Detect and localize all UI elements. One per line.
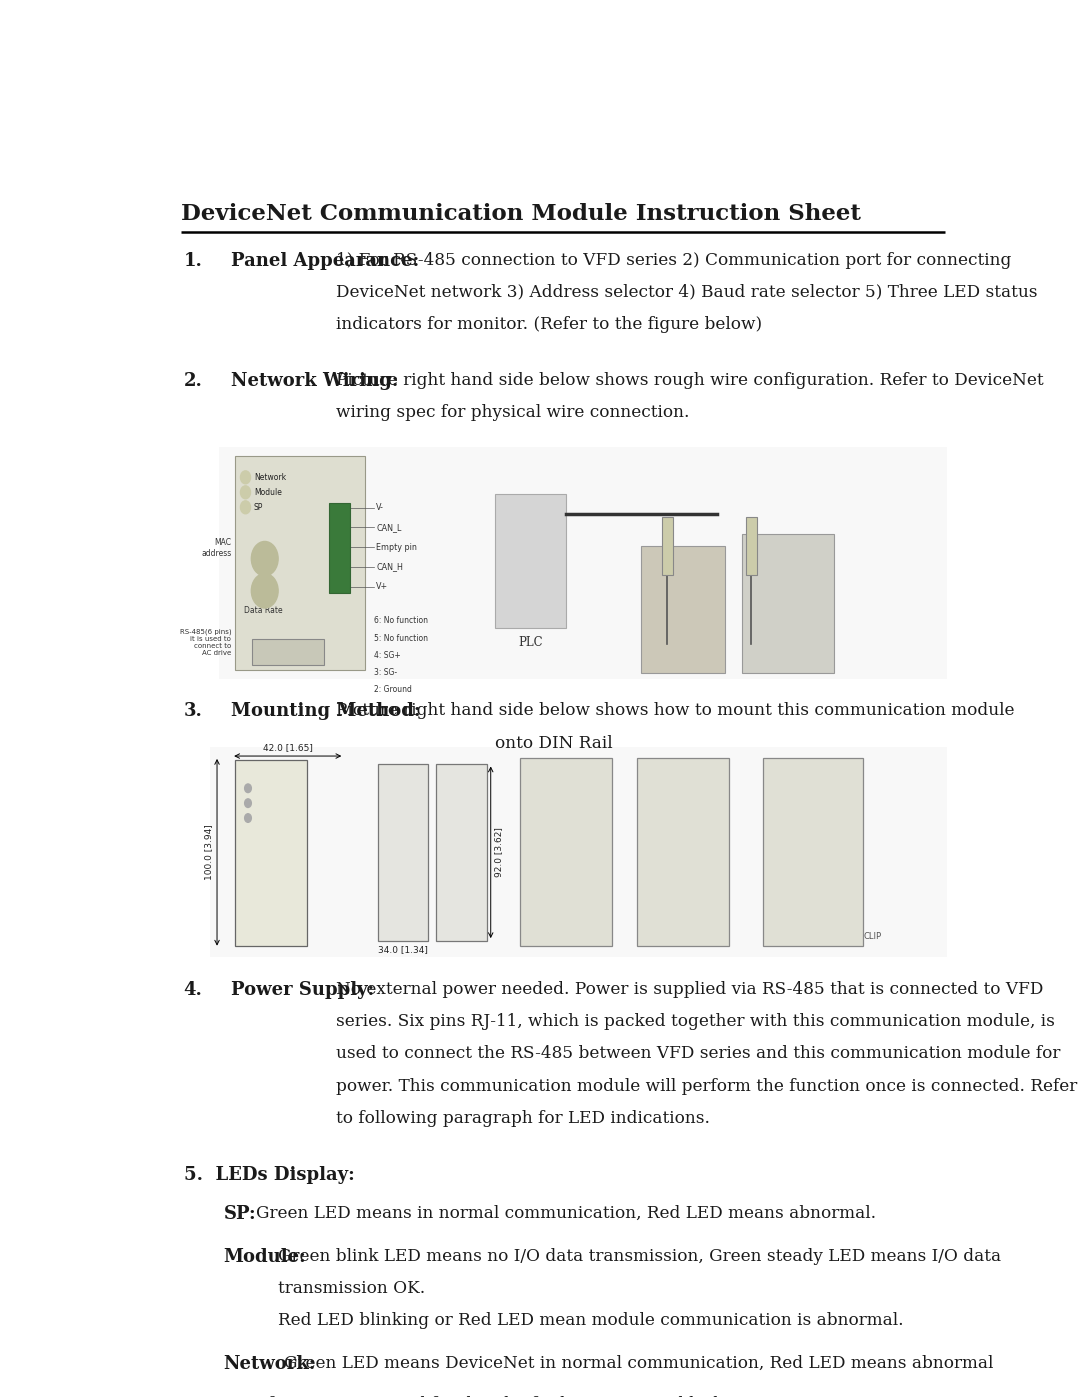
Text: Picture right hand side below shows how to mount this communication module: Picture right hand side below shows how … — [336, 703, 1014, 719]
Text: 92.0 [3.62]: 92.0 [3.62] — [494, 827, 503, 877]
Text: Green blink LED means no I/O data transmission, Green steady LED means I/O data: Green blink LED means no I/O data transm… — [279, 1248, 1001, 1264]
Text: 1.: 1. — [184, 251, 202, 270]
Bar — [746, 517, 757, 574]
Bar — [642, 546, 725, 673]
Bar — [235, 455, 365, 671]
Text: 5.  LEDs Display:: 5. LEDs Display: — [184, 1166, 354, 1183]
Text: MAC
address: MAC address — [201, 538, 231, 557]
Bar — [521, 759, 612, 946]
Circle shape — [241, 471, 251, 483]
Text: Panel Appearance:: Panel Appearance: — [231, 251, 419, 270]
Text: 3.: 3. — [184, 703, 202, 721]
Bar — [328, 503, 350, 592]
Text: Module:: Module: — [224, 1248, 307, 1266]
Text: Picture right hand side below shows rough wire configuration. Refer to DeviceNet: Picture right hand side below shows roug… — [336, 372, 1043, 388]
Text: 2.: 2. — [184, 372, 202, 390]
Bar — [495, 493, 566, 627]
Text: power. This communication module will perform the function once is connected. Re: power. This communication module will pe… — [336, 1077, 1077, 1095]
Bar — [378, 764, 428, 942]
Text: used to connect the RS-485 between VFD series and this communication module for: used to connect the RS-485 between VFD s… — [336, 1045, 1061, 1062]
Text: CLIP: CLIP — [863, 932, 881, 942]
Text: 6: No function: 6: No function — [374, 616, 428, 626]
Circle shape — [245, 799, 252, 807]
Text: 3: SG-: 3: SG- — [374, 668, 396, 678]
Text: 1) For RS-485 connection to VFD series 2) Communication port for connecting: 1) For RS-485 connection to VFD series 2… — [336, 251, 1011, 268]
Text: to following paragraph for LED indications.: to following paragraph for LED indicatio… — [336, 1111, 710, 1127]
Text: onto DIN Rail: onto DIN Rail — [495, 735, 612, 752]
Bar — [253, 638, 324, 665]
Bar — [235, 760, 307, 946]
Text: V+: V+ — [376, 583, 388, 591]
Text: Data Rate: Data Rate — [244, 605, 283, 615]
Bar — [762, 759, 863, 946]
Text: V-: V- — [376, 503, 383, 513]
Text: 42.0 [1.65]: 42.0 [1.65] — [262, 743, 313, 752]
Text: 100.0 [3.94]: 100.0 [3.94] — [204, 824, 213, 880]
Circle shape — [245, 784, 252, 792]
Text: CAN_H: CAN_H — [376, 563, 403, 571]
Text: Mounting Method:: Mounting Method: — [231, 703, 421, 721]
Text: No external power needed. Power is supplied via RS-485 that is connected to VFD: No external power needed. Power is suppl… — [336, 981, 1043, 997]
Circle shape — [252, 542, 279, 576]
Text: CAN_L: CAN_L — [376, 522, 402, 532]
Text: 2: Ground: 2: Ground — [374, 686, 411, 694]
Text: DeviceNet Communication Module Instruction Sheet: DeviceNet Communication Module Instructi… — [181, 203, 861, 225]
Text: Red LED blinking or Red LED mean module communication is abnormal.: Red LED blinking or Red LED mean module … — [279, 1312, 904, 1329]
Bar — [662, 517, 673, 574]
Text: 34.0 [1.34]: 34.0 [1.34] — [378, 944, 428, 954]
Bar — [218, 447, 947, 679]
Text: DeviceNet network 3) Address selector 4) Baud rate selector 5) Three LED status: DeviceNet network 3) Address selector 4)… — [336, 284, 1038, 300]
Text: 4: SG+: 4: SG+ — [374, 651, 401, 659]
Text: series. Six pins RJ-11, which is packed together with this communication module,: series. Six pins RJ-11, which is packed … — [336, 1013, 1055, 1030]
Text: 4.: 4. — [184, 981, 202, 999]
Circle shape — [252, 574, 279, 608]
Bar — [637, 759, 729, 946]
Text: Module: Module — [254, 488, 282, 497]
Circle shape — [245, 813, 252, 823]
Text: Power Supply:: Power Supply: — [231, 981, 375, 999]
Text: Green LED means DeviceNet in normal communication, Red LED means abnormal: Green LED means DeviceNet in normal comm… — [284, 1355, 994, 1372]
Text: Empty pin: Empty pin — [376, 542, 417, 552]
Text: Green LED means in normal communication, Red LED means abnormal.: Green LED means in normal communication,… — [256, 1204, 876, 1221]
Text: Network:: Network: — [224, 1355, 316, 1373]
Text: PLC: PLC — [518, 636, 543, 650]
Text: transmission OK.: transmission OK. — [279, 1280, 426, 1296]
Circle shape — [241, 486, 251, 499]
Bar — [742, 535, 834, 673]
Bar — [211, 747, 947, 957]
Text: wiring spec for physical wire connection.: wiring spec for physical wire connection… — [336, 404, 689, 422]
Text: SP:: SP: — [224, 1204, 256, 1222]
Text: SP: SP — [254, 503, 264, 511]
Bar — [436, 764, 486, 942]
Text: 5: No function: 5: No function — [374, 634, 428, 643]
Circle shape — [241, 502, 251, 514]
Text: RS-485(6 pins)
it is used to
connect to
AC drive: RS-485(6 pins) it is used to connect to … — [179, 629, 231, 657]
Text: Network: Network — [254, 472, 286, 482]
Text: indicators for monitor. (Refer to the figure below): indicators for monitor. (Refer to the fi… — [336, 316, 762, 332]
Text: Network Wiring:: Network Wiring: — [231, 372, 399, 390]
